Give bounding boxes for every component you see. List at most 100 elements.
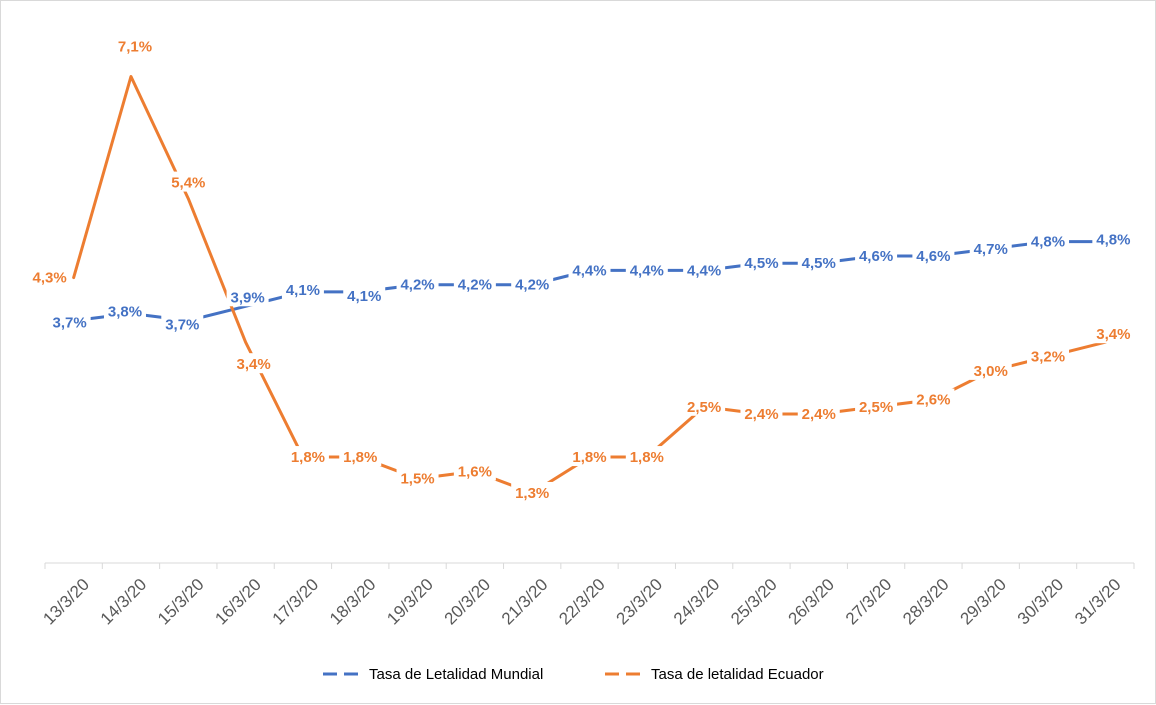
data-label: 2,4% [744,406,778,423]
data-label: 4,8% [1031,234,1065,251]
x-tick-label: 24/3/20 [670,575,724,629]
data-label-background [683,259,726,280]
x-tick-label: 21/3/20 [498,575,552,629]
x-tick-label: 22/3/20 [555,575,609,629]
legend-label: Tasa de letalidad Ecuador [651,666,824,683]
data-label: 4,4% [687,262,721,279]
data-label: 4,6% [859,248,893,265]
data-label-background [855,245,898,266]
data-label: 4,7% [974,241,1008,258]
data-label: 4,1% [347,288,381,305]
data-label-background [1027,345,1070,366]
x-tick-label: 13/3/20 [39,575,93,629]
x-tick-label: 27/3/20 [842,575,896,629]
data-label-background [453,273,496,294]
data-label: 3,2% [1031,349,1065,366]
data-label: 3,8% [108,303,142,320]
data-label-background [396,467,439,488]
data-label-background [568,259,611,280]
data-label-background [167,171,210,192]
data-label: 5,4% [171,175,205,192]
data-label-background [625,446,668,467]
data-label: 4,4% [572,262,606,279]
data-label: 4,2% [515,277,549,294]
x-tick-label: 26/3/20 [785,575,839,629]
data-label-background [1092,323,1135,344]
data-label-background [683,395,726,416]
series-line-ecuador [72,75,1107,495]
x-tick-label: 19/3/20 [383,575,437,629]
data-label: 4,4% [630,262,664,279]
data-label-background [339,446,382,467]
data-label: 1,6% [458,463,492,480]
x-tick-label: 14/3/20 [97,575,151,629]
data-label-background [912,245,955,266]
data-label: 2,4% [802,406,836,423]
data-label-background [232,353,275,374]
data-label-background [281,278,324,299]
legend-label: Tasa de Letalidad Mundial [369,666,543,683]
data-label: 4,2% [458,277,492,294]
data-label: 4,5% [802,255,836,272]
data-label-background [797,252,840,273]
data-label: 3,9% [231,289,265,306]
x-tick-label: 29/3/20 [956,575,1010,629]
data-label: 4,1% [286,282,320,299]
x-tick-label: 23/3/20 [613,575,667,629]
data-label-background [912,388,955,409]
data-label-background [969,359,1012,380]
data-label: 2,5% [687,399,721,416]
data-label: 1,8% [291,449,325,466]
data-label: 1,8% [343,449,377,466]
data-label: 1,3% [515,485,549,502]
data-label: 3,7% [165,317,199,334]
data-label-background [113,35,156,56]
data-label-background [1027,230,1070,251]
x-tick-label: 17/3/20 [269,575,323,629]
data-label: 3,4% [1096,326,1130,343]
data-label: 1,8% [630,449,664,466]
data-label-background [797,402,840,423]
data-label-background [286,446,329,467]
data-label-background [568,446,611,467]
data-label-background [453,460,496,481]
data-label: 4,8% [1096,232,1130,249]
data-label-background [511,481,554,502]
data-label-background [103,300,146,321]
data-label-background [48,311,91,332]
x-tick-label: 15/3/20 [154,575,208,629]
data-label-background [969,237,1012,258]
data-label: 4,6% [916,248,950,265]
x-tick-label: 28/3/20 [899,575,953,629]
x-tick-label: 20/3/20 [441,575,495,629]
data-label-background [625,259,668,280]
data-label-background [740,402,783,423]
data-label-background [855,395,898,416]
data-label-background [511,273,554,294]
data-label: 4,3% [33,270,67,287]
data-label-background [396,273,439,294]
data-label-background [740,252,783,273]
series-layer [72,75,1107,495]
data-label: 4,5% [744,255,778,272]
x-tick-label: 30/3/20 [1014,575,1068,629]
x-tick-label: 18/3/20 [326,575,380,629]
data-label: 3,4% [237,356,271,373]
data-label: 2,6% [916,392,950,409]
data-label-background [1092,228,1135,249]
data-label: 2,5% [859,399,893,416]
data-label-background [226,286,269,307]
data-label: 1,5% [400,471,434,488]
x-axis: 13/3/20 14/3/20 15/3/20 16/3/20 17/3/20 18/3/… [39,562,1135,629]
legend: Tasa de Letalidad Mundial Tasa de letalid… [323,666,824,683]
data-labels: 3,7% 3,8% 3,7% 3,9% 4,1% 4,1% 4,2% 4,2% 4,2% 4,4%… [28,35,1135,502]
data-label-background [343,284,386,305]
data-label: 3,0% [974,363,1008,380]
x-tick-label: 16/3/20 [211,575,265,629]
data-label: 1,8% [572,449,606,466]
data-label: 7,1% [118,39,152,56]
data-label: 3,7% [53,315,87,332]
data-label: 4,2% [400,277,434,294]
